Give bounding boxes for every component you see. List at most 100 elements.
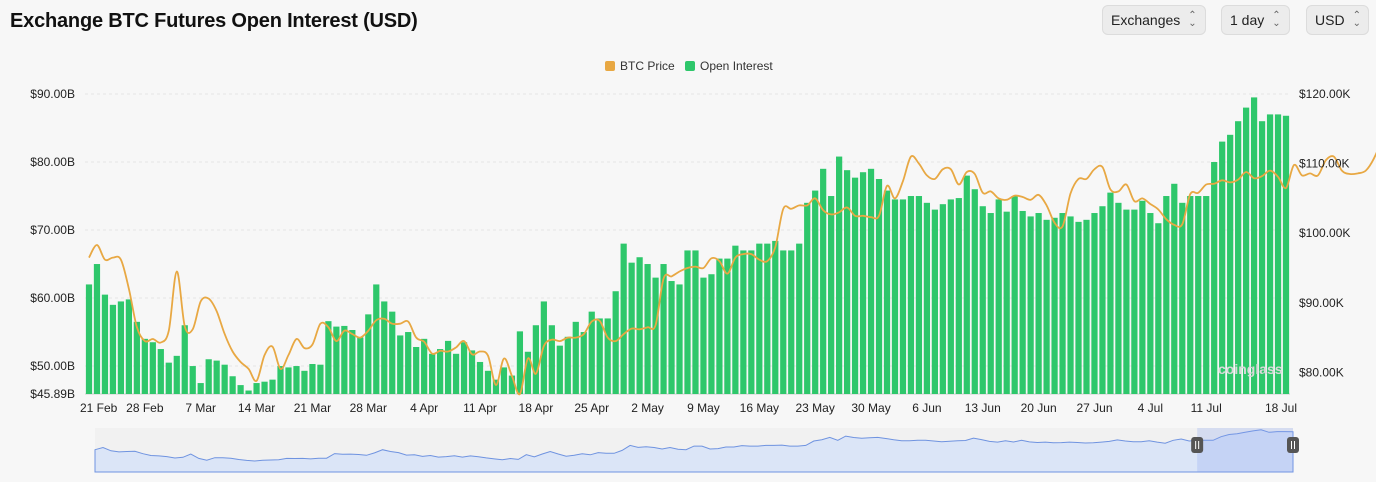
watermark: coinglass [1218, 361, 1283, 377]
oi-bar [397, 335, 404, 394]
oi-bar [508, 375, 516, 394]
oi-bar [1250, 97, 1258, 395]
oi-bar [923, 202, 931, 394]
interval-select[interactable]: 1 day ⌃ ⌄ [1221, 5, 1290, 35]
oi-bar [357, 337, 364, 394]
oi-bar [939, 204, 946, 394]
x-tick-label: 18 Jul [1265, 401, 1297, 415]
oi-bar [1243, 107, 1250, 394]
oi-bar [1083, 219, 1090, 394]
x-tick-label: 16 May [740, 401, 779, 415]
chart-legend[interactable]: BTC Price Open Interest [605, 59, 773, 73]
oi-bar [1019, 210, 1026, 394]
oi-bar [389, 311, 396, 394]
oi-bar [772, 240, 779, 394]
currency-select[interactable]: USD ⌃ ⌄ [1306, 5, 1369, 35]
oi-bar [524, 351, 532, 394]
btc-price-line [88, 151, 1376, 396]
oi-bar [1163, 196, 1170, 394]
x-tick-label: 20 Jun [1021, 401, 1057, 415]
oi-bar [476, 361, 484, 394]
navigator-selection[interactable] [1197, 428, 1293, 472]
oi-bar [1211, 162, 1218, 394]
navigator-series [94, 429, 1294, 473]
oi-bar [1203, 196, 1210, 394]
exchanges-select[interactable]: Exchanges ⌃ ⌄ [1102, 5, 1206, 35]
oi-bar [1115, 202, 1122, 394]
navigator-handle[interactable] [1191, 437, 1204, 453]
oi-bar [843, 170, 851, 394]
oi-bar [532, 325, 539, 394]
oi-bar [931, 209, 938, 394]
navigator[interactable] [94, 428, 1299, 473]
oi-bar [612, 291, 619, 394]
oi-bar [133, 321, 140, 394]
oi-bar [205, 359, 212, 394]
y-right-tick-label: $80.00K [1299, 365, 1344, 379]
oi-bar [588, 311, 595, 394]
oi-bar [732, 245, 739, 394]
oi-bar [1011, 196, 1018, 394]
oi-bar [173, 355, 180, 394]
oi-bar [875, 179, 883, 394]
oi-bar [500, 367, 508, 394]
oi-bar [1266, 114, 1274, 395]
oi-bar [1187, 196, 1194, 394]
oi-bar [1027, 216, 1034, 394]
oi-bar [197, 383, 204, 394]
oi-bar [237, 385, 244, 394]
oi-bar [221, 364, 228, 394]
oi-bar [1227, 134, 1234, 394]
navigator-handle[interactable] [1287, 437, 1299, 453]
page-title: Exchange BTC Futures Open Interest (USD) [10, 10, 418, 32]
oi-bar [293, 366, 300, 394]
exchanges-select-label: Exchanges [1111, 12, 1181, 28]
oi-bar [157, 349, 164, 394]
oi-bar [907, 196, 915, 394]
oi-bar [229, 376, 236, 394]
oi-bar [636, 257, 643, 394]
x-tick-label: 4 Jul [1138, 401, 1163, 415]
oi-bar [859, 172, 867, 394]
oi-bar [1195, 196, 1202, 394]
oi-bar [724, 258, 731, 394]
oi-bar [452, 353, 460, 394]
oi-bar [117, 301, 125, 394]
oi-bar [253, 383, 260, 394]
oi-bar [812, 190, 819, 394]
oi-bar [780, 250, 787, 394]
x-tick-label: 14 Mar [238, 401, 275, 415]
chevron-updown-icon: ⌃ ⌄ [1352, 10, 1361, 29]
y-left-tick-label: $70.00B [30, 223, 75, 237]
y-right-tick-label: $90.00K [1299, 296, 1344, 310]
oi-bar [556, 345, 563, 394]
oi-bar [1107, 192, 1114, 394]
oi-bar [748, 250, 755, 394]
oi-bar [365, 314, 372, 394]
oi-bar [1171, 183, 1178, 394]
legend-label-open-interest: Open Interest [700, 59, 773, 73]
oi-bar [317, 364, 324, 394]
oi-bar [109, 304, 117, 394]
handle-grip [1287, 437, 1299, 453]
oi-bar [101, 294, 109, 394]
chevron-updown-icon: ⌃ ⌄ [1272, 10, 1281, 29]
oi-bar [1219, 141, 1226, 394]
oi-bar [644, 264, 651, 394]
oi-bar [684, 250, 691, 394]
oi-bar [381, 301, 388, 394]
oi-bar [796, 243, 803, 394]
x-tick-label: 13 Jun [965, 401, 1001, 415]
oi-bar [181, 325, 188, 394]
oi-bar [413, 347, 420, 394]
oi-bar [955, 198, 962, 394]
oi-bar [548, 325, 555, 394]
oi-bar [828, 196, 835, 394]
oi-bar [660, 264, 667, 394]
oi-bar [1067, 216, 1074, 394]
oi-bar [891, 199, 899, 394]
y-left-tick-label: $50.00B [30, 359, 75, 373]
oi-bar [572, 321, 579, 394]
oi-bar [995, 199, 1002, 394]
